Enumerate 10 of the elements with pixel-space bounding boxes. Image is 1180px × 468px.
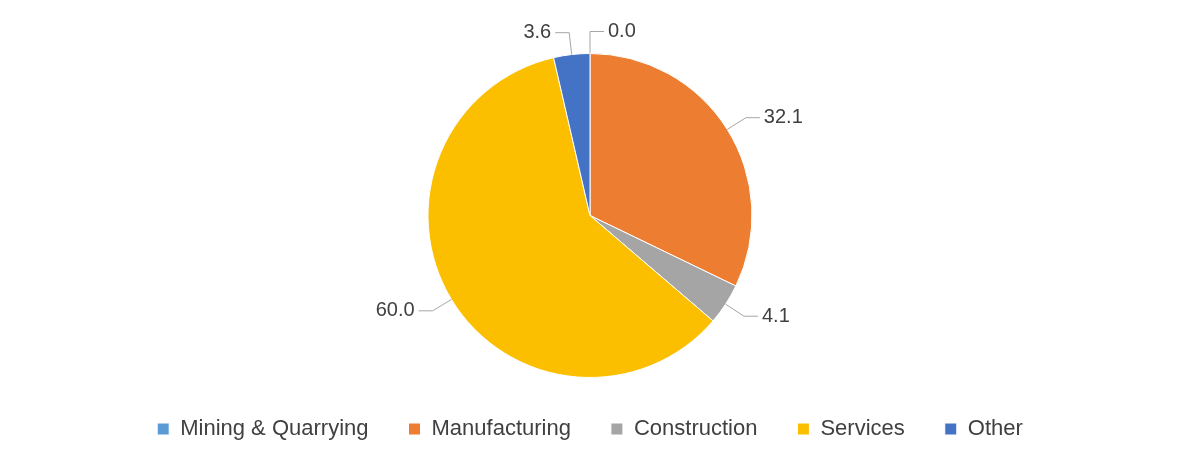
data-label: 60.0 (375, 298, 415, 321)
legend-label: Mining & Quarrying (180, 415, 369, 441)
legend-label: Manufacturing (431, 415, 571, 441)
text: 0.0 (608, 19, 636, 42)
legend-label: Construction (633, 415, 758, 441)
data-label: 3.6 (523, 20, 552, 43)
legend-label: Services (820, 415, 905, 441)
legend-label: Other (967, 415, 1023, 441)
data-label: 4.1 (761, 303, 790, 326)
data-label: 32.1 (763, 105, 803, 128)
